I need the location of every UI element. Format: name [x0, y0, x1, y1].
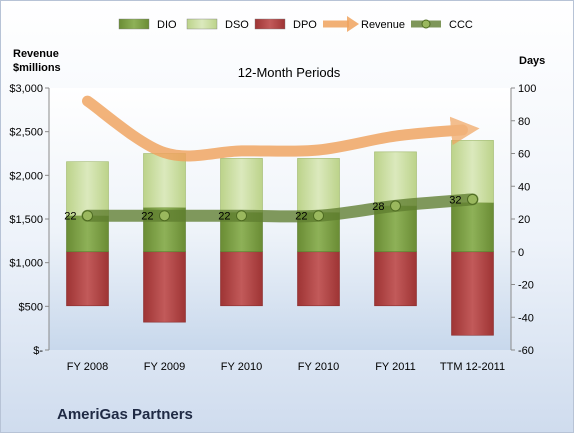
left-tick-label: $2,000 [9, 170, 43, 182]
legend-label-dio: DIO [157, 19, 177, 31]
bar-dso [220, 158, 263, 213]
ccc-data-label: 22 [295, 211, 307, 223]
left-tick-label: $- [33, 345, 43, 357]
right-tick-label: -20 [518, 280, 534, 292]
legend-label-revenue: Revenue [361, 19, 405, 31]
chart-title: 12-Month Periods [238, 65, 341, 80]
left-tick-label: $1,500 [9, 214, 43, 226]
legend: DIO DSO DPO Revenue CCC [118, 16, 473, 32]
right-tick-label: 60 [518, 149, 530, 161]
legend-ccc-marker [421, 19, 431, 29]
x-tick-label: FY 2009 [144, 361, 185, 373]
ccc-line [81, 193, 479, 223]
x-tick-label: FY 2010 [221, 361, 262, 373]
right-tick-label: 0 [518, 247, 524, 259]
right-tick-label: 80 [518, 116, 530, 128]
ccc-data-label: 22 [141, 211, 153, 223]
bar-dpo [297, 251, 340, 307]
x-tick-label: FY 2010 [298, 361, 339, 373]
legend-label-dpo: DPO [293, 19, 317, 31]
bar-dso [374, 151, 417, 207]
x-tick-label: FY 2011 [375, 361, 416, 373]
right-tick-label: -60 [518, 345, 534, 357]
bar-dso [297, 158, 340, 213]
legend-swatch-dpo [254, 18, 286, 30]
ccc-point [313, 210, 324, 222]
ccc-point [82, 210, 93, 222]
ccc-data-label: 22 [64, 211, 76, 223]
y-right-label: Days [519, 55, 545, 67]
bar-dio [451, 202, 494, 253]
bar-dpo [451, 251, 494, 336]
company-name: AmeriGas Partners [57, 406, 193, 423]
x-tick-label: FY 2008 [67, 361, 108, 373]
left-tick-label: $2,500 [9, 127, 43, 139]
legend-swatch-dio [118, 18, 150, 30]
ccc-point [390, 200, 401, 212]
legend-swatch-dso [186, 18, 218, 30]
right-tick-label: 40 [518, 181, 530, 193]
bar-dso [143, 153, 186, 208]
y-left-label-line1: Revenue [13, 48, 59, 60]
legend-label-ccc: CCC [449, 19, 473, 31]
ccc-data-label: 22 [218, 211, 230, 223]
revenue-line [82, 95, 480, 162]
bar-dpo [143, 251, 186, 323]
ccc-data-label: 32 [449, 194, 461, 206]
bar-dso [451, 140, 494, 203]
ccc-data-label: 28 [372, 201, 384, 213]
ccc-point [236, 210, 247, 222]
right-tick-label: 20 [518, 214, 530, 226]
y-left-label-line2: $millions [13, 62, 61, 74]
legend-arrow-icon [347, 16, 359, 32]
legend-label-dso: DSO [225, 19, 249, 31]
bar-dio [66, 215, 109, 253]
left-tick-label: $1,000 [9, 258, 43, 270]
ccc-point [467, 193, 478, 205]
bar-dpo [66, 251, 109, 307]
right-tick-label: -40 [518, 312, 534, 324]
left-tick-label: $500 [19, 301, 43, 313]
left-tick-label: $3,000 [9, 83, 43, 95]
ccc-point [159, 210, 170, 222]
right-tick-label: 100 [518, 83, 536, 95]
bar-dpo [374, 251, 417, 307]
bar-dpo [220, 251, 263, 307]
x-tick-label: TTM 12-2011 [440, 361, 505, 373]
bar-dso [66, 161, 109, 217]
